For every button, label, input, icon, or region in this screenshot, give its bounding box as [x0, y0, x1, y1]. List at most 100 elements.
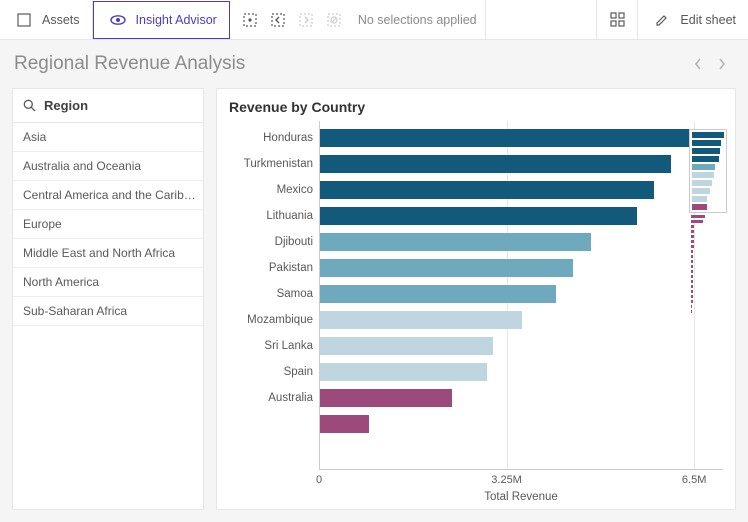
bar-row[interactable] [320, 359, 723, 385]
filter-title: Region [44, 98, 88, 113]
bar[interactable] [320, 155, 671, 173]
chart-area[interactable]: HondurasTurkmenistanMexicoLithuaniaDjibo… [229, 121, 723, 469]
minimap-bar [691, 255, 693, 258]
filter-item[interactable]: Australia and Oceania [13, 152, 203, 181]
bar-label: Mozambique [229, 307, 319, 333]
title-bar: Regional Revenue Analysis [0, 40, 748, 88]
bar[interactable] [320, 337, 493, 355]
minimap-bar [692, 196, 707, 202]
x-tick: 3.25M [491, 474, 522, 486]
filter-item[interactable]: Europe [13, 210, 203, 239]
minimap-bar [691, 290, 693, 293]
minimap-bar [692, 148, 720, 154]
bar-row[interactable] [320, 307, 723, 333]
bar[interactable] [320, 311, 522, 329]
bar-row[interactable] [320, 125, 723, 151]
prev-sheet-button[interactable] [686, 52, 710, 76]
minimap-bar [691, 280, 693, 283]
minimap-bar [692, 180, 712, 186]
bar-label: Turkmenistan [229, 151, 319, 177]
minimap-bar [691, 285, 693, 288]
minimap-bar [691, 235, 694, 238]
y-labels: HondurasTurkmenistanMexicoLithuaniaDjibo… [229, 121, 319, 469]
bar-row[interactable] [320, 333, 723, 359]
selection-tools: No selections applied [230, 0, 486, 40]
minimap-bar [691, 300, 693, 303]
minimap-bar [692, 172, 714, 178]
minimap[interactable] [689, 129, 727, 213]
bar[interactable] [320, 285, 556, 303]
sheet-body: Region AsiaAustralia and OceaniaCentral … [0, 88, 748, 522]
bar-label: Samoa [229, 281, 319, 307]
filter-pane: Region AsiaAustralia and OceaniaCentral … [12, 88, 204, 510]
filter-items: AsiaAustralia and OceaniaCentral America… [13, 123, 203, 326]
bar-row[interactable] [320, 177, 723, 203]
filter-item[interactable]: North America [13, 268, 203, 297]
minimap-bar [691, 305, 692, 308]
smart-select-icon[interactable] [238, 8, 262, 32]
grid-icon[interactable] [605, 8, 629, 32]
minimap-bar [691, 225, 694, 228]
edit-sheet-label: Edit sheet [680, 13, 736, 27]
bar-row[interactable] [320, 151, 723, 177]
minimap-bar [691, 250, 693, 253]
filter-item[interactable]: Central America and the Carib… [13, 181, 203, 210]
filter-header[interactable]: Region [13, 89, 203, 123]
bar-row[interactable] [320, 229, 723, 255]
bar-row[interactable] [320, 203, 723, 229]
minimap-bar [691, 215, 705, 218]
bar-label: Sri Lanka [229, 333, 319, 359]
top-toolbar: Assets Insight Advisor No selections app… [0, 0, 748, 40]
search-icon [23, 99, 36, 112]
x-axis-label: Total Revenue [319, 489, 723, 509]
bar-label: Pakistan [229, 255, 319, 281]
bar-label: Honduras [229, 125, 319, 151]
chart-panel: Revenue by Country HondurasTurkmenistanM… [216, 88, 736, 510]
bar-label: Lithuania [229, 203, 319, 229]
bars-area[interactable] [319, 121, 723, 469]
bar-label [229, 411, 319, 437]
bar-label: Spain [229, 359, 319, 385]
step-forward-icon [294, 8, 318, 32]
bar[interactable] [320, 233, 591, 251]
minimap-bar [691, 220, 703, 223]
bar-row[interactable] [320, 255, 723, 281]
minimap-bar [691, 310, 692, 313]
page-title: Regional Revenue Analysis [14, 53, 686, 75]
bar-label: Australia [229, 385, 319, 411]
selections-status: No selections applied [350, 13, 477, 27]
minimap-bar [691, 270, 693, 273]
assets-label: Assets [42, 13, 80, 27]
bar[interactable] [320, 259, 573, 277]
bar[interactable] [320, 207, 637, 225]
bar[interactable] [320, 129, 700, 147]
minimap-bar [692, 140, 721, 146]
bar[interactable] [320, 389, 452, 407]
insight-advisor-button[interactable]: Insight Advisor [93, 1, 230, 39]
filter-item[interactable]: Middle East and North Africa [13, 239, 203, 268]
insight-label: Insight Advisor [136, 13, 217, 27]
next-sheet-button[interactable] [710, 52, 734, 76]
bar[interactable] [320, 363, 487, 381]
step-back-icon[interactable] [266, 8, 290, 32]
minimap-bar [692, 132, 724, 138]
bar-row[interactable] [320, 281, 723, 307]
bar-row[interactable] [320, 411, 723, 437]
filter-item[interactable]: Sub-Saharan Africa [13, 297, 203, 326]
edit-sheet-button[interactable]: Edit sheet [638, 0, 748, 40]
bar-row[interactable] [320, 385, 723, 411]
minimap-bar [691, 275, 693, 278]
filter-item[interactable]: Asia [13, 123, 203, 152]
clear-selections-icon [322, 8, 346, 32]
assets-button[interactable]: Assets [0, 0, 93, 40]
bar[interactable] [320, 415, 369, 433]
bookmarks-group [596, 0, 638, 40]
minimap-bar [691, 240, 694, 243]
minimap-bar [691, 230, 694, 233]
minimap-bar [692, 204, 707, 210]
x-tick: 6.5M [682, 474, 706, 486]
x-axis: 03.25M6.5M [319, 469, 723, 489]
minimap-tail[interactable] [689, 215, 727, 313]
assets-icon [12, 8, 36, 32]
bar[interactable] [320, 181, 654, 199]
